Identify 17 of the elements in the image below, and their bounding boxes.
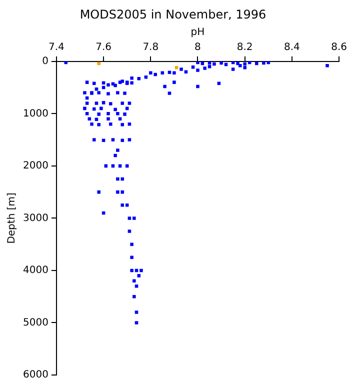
x-tick-label: 7.6: [96, 42, 112, 53]
x-tick-label: 8.2: [236, 42, 253, 53]
x-tick-label: 8.4: [284, 42, 300, 53]
y-tick-label: 2000: [22, 160, 48, 172]
x-tick-label: 7.4: [48, 42, 64, 53]
y-tick-label: 6000: [22, 370, 48, 381]
y-tick-label: 4000: [22, 265, 48, 276]
y-axis-title: Depth [m]: [6, 192, 18, 244]
x-tick-label: 8: [194, 42, 201, 53]
y-tick-label: 0: [42, 56, 48, 67]
y-tick-label: 5000: [22, 317, 48, 328]
y-tick-label: 1000: [22, 108, 48, 120]
x-tick-label: 8.6: [331, 42, 347, 53]
y-tick-label: 3000: [22, 212, 48, 224]
x-tick-label: 7.8: [142, 42, 159, 53]
chart-title: MODS2005 in November, 1996: [80, 7, 266, 22]
x-axis-title: pH: [190, 26, 205, 38]
